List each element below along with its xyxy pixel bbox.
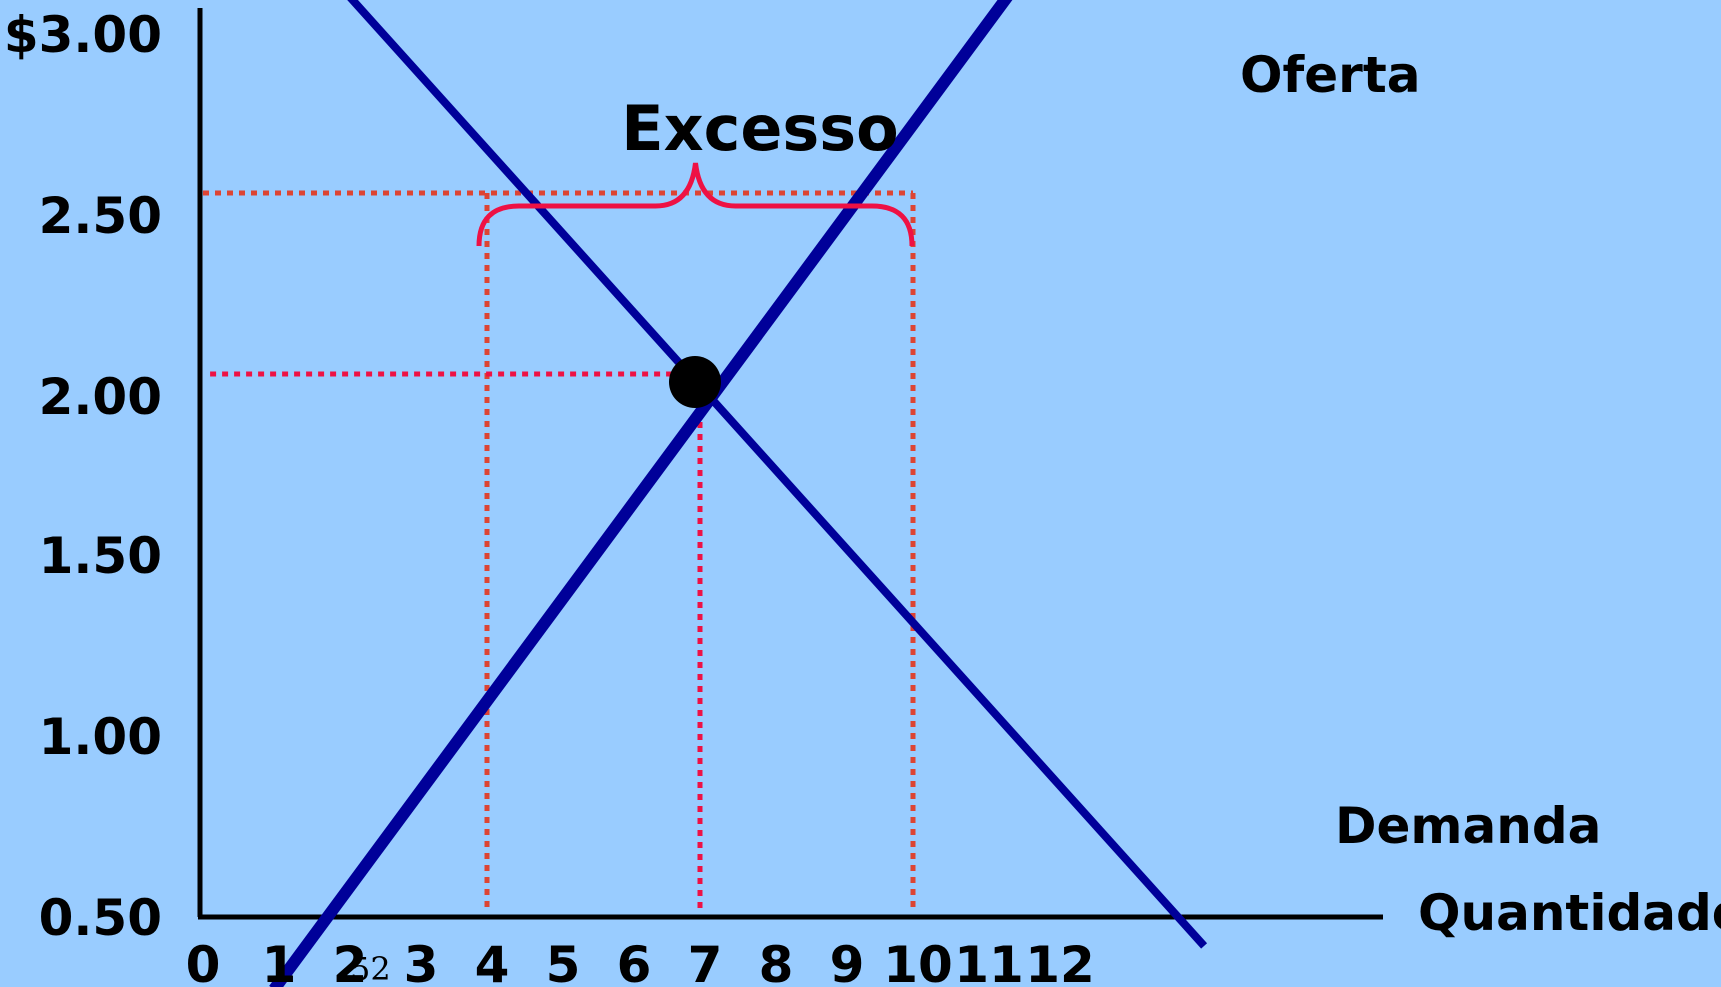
x-axis-label: Quantidade bbox=[1418, 884, 1721, 942]
excess-label: Excesso bbox=[621, 92, 899, 165]
curves bbox=[269, 0, 1208, 987]
x-tick-label: 3 bbox=[404, 936, 439, 987]
x-tick-label: 2 bbox=[333, 936, 368, 987]
x-tick-label: 5 bbox=[546, 936, 581, 987]
x-tick-label: 0 bbox=[186, 936, 221, 987]
x-tick-label: 9 bbox=[830, 936, 865, 987]
x-tick-label: 12 bbox=[1025, 936, 1095, 987]
guide-lines bbox=[203, 190, 916, 913]
y-tick-labels: 0.50 1.00 1.50 2.00 2.50 $3.00 bbox=[4, 6, 162, 947]
slide-number: 52 bbox=[350, 950, 391, 987]
x-tick-labels: 0 1 2 3 4 5 6 7 8 9 10 11 12 bbox=[186, 936, 1095, 987]
supply-curve bbox=[269, 0, 1013, 987]
y-tick-label: 1.50 bbox=[39, 527, 162, 585]
demand-curve bbox=[347, 0, 1208, 949]
x-tick-label: 7 bbox=[688, 936, 723, 987]
y-tick-label: 2.00 bbox=[39, 368, 162, 426]
y-tick-label: 0.50 bbox=[39, 889, 162, 947]
x-tick-label: 8 bbox=[759, 936, 794, 987]
y-tick-label: 1.00 bbox=[39, 708, 162, 766]
x-tick-label: 10 bbox=[883, 936, 953, 987]
demand-label: Demanda bbox=[1335, 797, 1601, 855]
excess-brace bbox=[476, 162, 915, 247]
x-tick-label: 6 bbox=[617, 936, 652, 987]
y-tick-label: $3.00 bbox=[4, 6, 162, 64]
x-tick-label: 11 bbox=[954, 936, 1024, 987]
equilibrium-point bbox=[669, 356, 721, 408]
y-tick-label: 2.50 bbox=[39, 187, 162, 245]
supply-label: Oferta bbox=[1240, 46, 1420, 104]
x-tick-label: 4 bbox=[475, 936, 510, 987]
x-tick-label: 1 bbox=[262, 936, 297, 987]
